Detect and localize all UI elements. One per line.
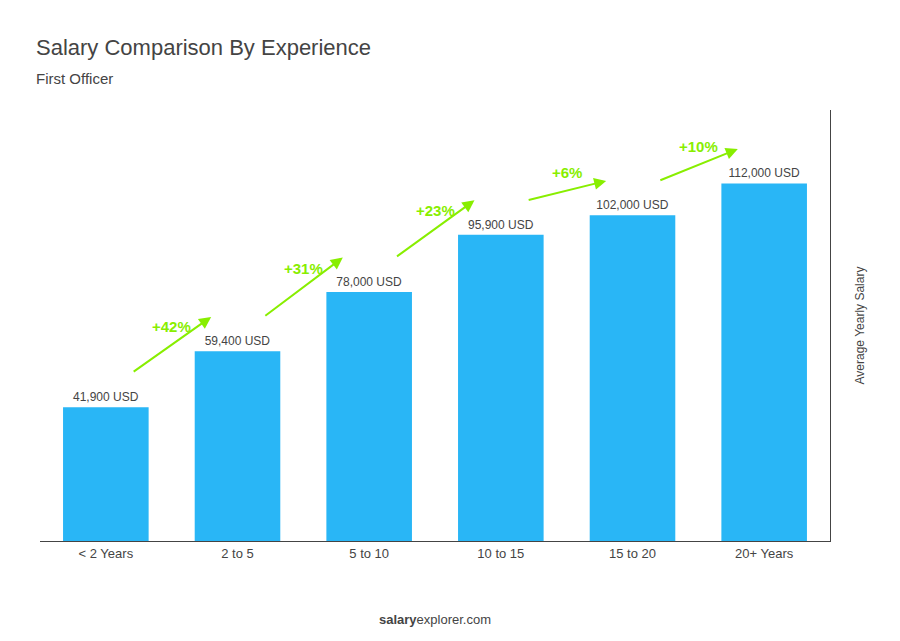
svg-text:Average Yearly Salary: Average Yearly Salary — [853, 267, 867, 385]
svg-text:95,900 USD: 95,900 USD — [468, 218, 534, 232]
svg-text:First Officer: First Officer — [36, 70, 113, 87]
svg-text:salaryexplorer.com: salaryexplorer.com — [379, 612, 491, 627]
svg-text:5 to 10: 5 to 10 — [349, 546, 389, 561]
svg-text:20+ Years: 20+ Years — [735, 546, 794, 561]
svg-text:41,900 USD: 41,900 USD — [73, 390, 139, 404]
svg-text:10 to 15: 10 to 15 — [477, 546, 524, 561]
svg-text:< 2 Years: < 2 Years — [79, 546, 134, 561]
svg-text:102,000 USD: 102,000 USD — [596, 198, 668, 212]
svg-text:15 to 20: 15 to 20 — [609, 546, 656, 561]
svg-text:2 to 5: 2 to 5 — [221, 546, 254, 561]
svg-text:78,000 USD: 78,000 USD — [336, 275, 402, 289]
svg-text:+23%: +23% — [416, 202, 455, 219]
svg-text:59,400 USD: 59,400 USD — [205, 334, 271, 348]
svg-text:+10%: +10% — [679, 138, 718, 155]
svg-text:Salary Comparison By Experienc: Salary Comparison By Experience — [36, 35, 371, 60]
svg-text:+42%: +42% — [152, 318, 191, 335]
svg-text:+6%: +6% — [552, 164, 582, 181]
svg-text:+31%: +31% — [284, 260, 323, 277]
svg-text:112,000 USD: 112,000 USD — [728, 166, 799, 180]
